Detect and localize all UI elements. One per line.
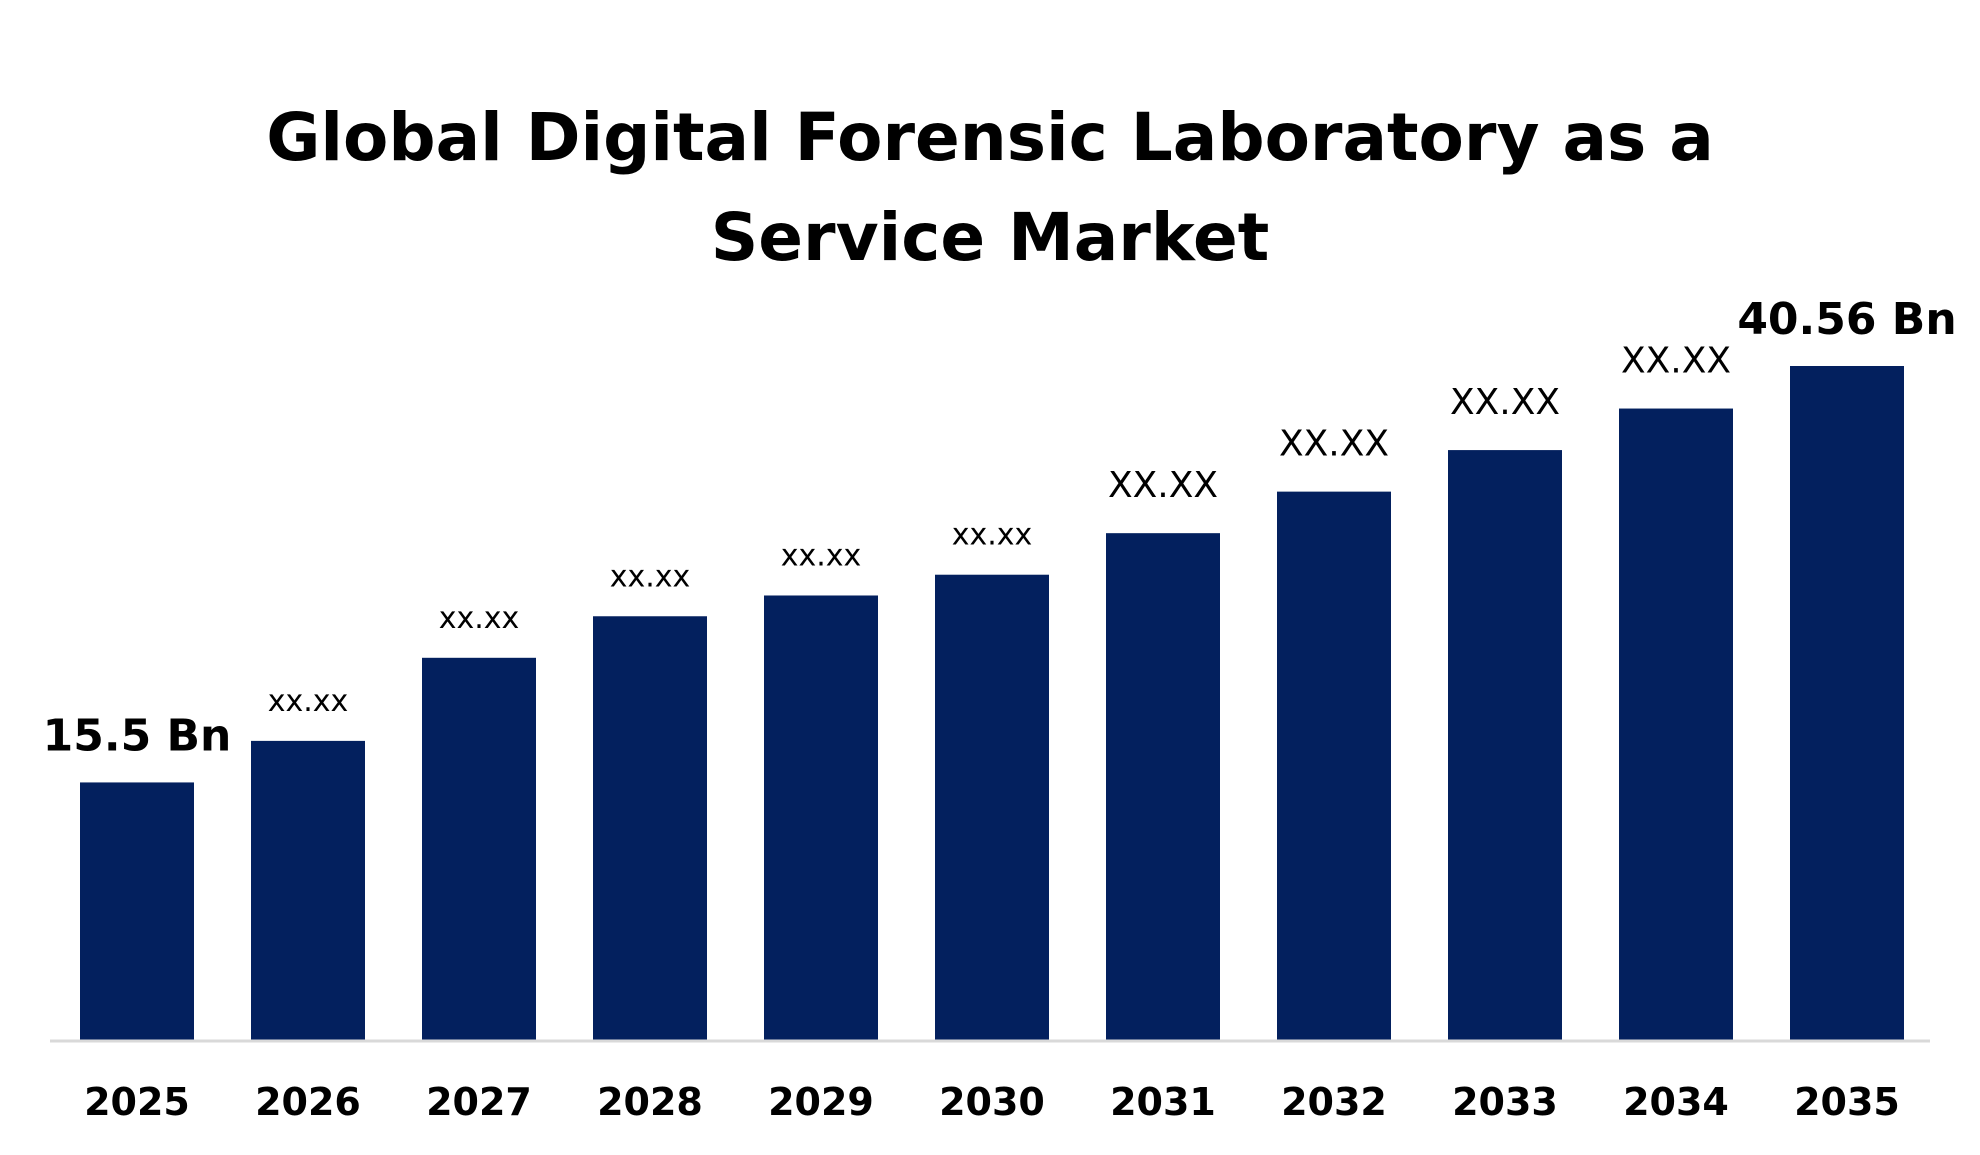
- x-tick-label-2034: 2034: [1623, 1080, 1729, 1124]
- x-tick-label-2029: 2029: [768, 1080, 874, 1124]
- data-labels-group: 15.5 Bn xx.xx xx.xx xx.xx xx.xx xx.xx XX.XX XX.…: [43, 294, 1957, 761]
- bar-2035: [1790, 366, 1904, 1040]
- x-tick-label-2030: 2030: [939, 1080, 1045, 1124]
- data-label-2030: xx.xx: [952, 518, 1033, 553]
- bar-2027: [422, 657, 536, 1040]
- bar-2032: [1277, 491, 1391, 1041]
- bars-group: [80, 366, 1904, 1041]
- bar-2030: [935, 574, 1049, 1040]
- bar-2028: [593, 616, 707, 1040]
- x-tick-labels-group: 2025 2026 2027 2028 2029 2030 2031 2032 2033 2034…: [84, 1080, 1900, 1124]
- x-tick-label-2033: 2033: [1452, 1080, 1558, 1124]
- bar-2025: [80, 782, 194, 1040]
- bar-2026: [251, 740, 365, 1040]
- x-tick-label-2035: 2035: [1794, 1080, 1900, 1124]
- x-tick-label-2028: 2028: [597, 1080, 703, 1124]
- data-label-2035: 40.56 Bn: [1737, 294, 1956, 345]
- chart-title: Global Digital Forensic Laboratory as a …: [0, 88, 1980, 288]
- x-tick-label-2026: 2026: [255, 1080, 361, 1124]
- data-label-2027: xx.xx: [439, 601, 520, 636]
- data-label-2034: XX.XX: [1621, 341, 1731, 382]
- chart-title-line-2: Service Market: [710, 199, 1270, 276]
- x-tick-label-2031: 2031: [1110, 1080, 1216, 1124]
- bar-2029: [764, 595, 878, 1040]
- x-tick-label-2025: 2025: [84, 1080, 190, 1124]
- x-tick-label-2027: 2027: [426, 1080, 532, 1124]
- data-label-2033: XX.XX: [1450, 382, 1560, 423]
- data-label-2031: XX.XX: [1108, 465, 1218, 506]
- chart-title-line-1: Global Digital Forensic Laboratory as a: [266, 99, 1714, 176]
- bar-2031: [1106, 533, 1220, 1040]
- bar-2033: [1448, 450, 1562, 1040]
- data-label-2029: xx.xx: [781, 538, 862, 573]
- data-label-2026: xx.xx: [268, 684, 349, 719]
- bar-2034: [1619, 408, 1733, 1041]
- x-tick-label-2032: 2032: [1281, 1080, 1387, 1124]
- data-label-2032: XX.XX: [1279, 424, 1389, 465]
- data-label-2028: xx.xx: [610, 559, 691, 594]
- data-label-2025: 15.5 Bn: [43, 710, 232, 761]
